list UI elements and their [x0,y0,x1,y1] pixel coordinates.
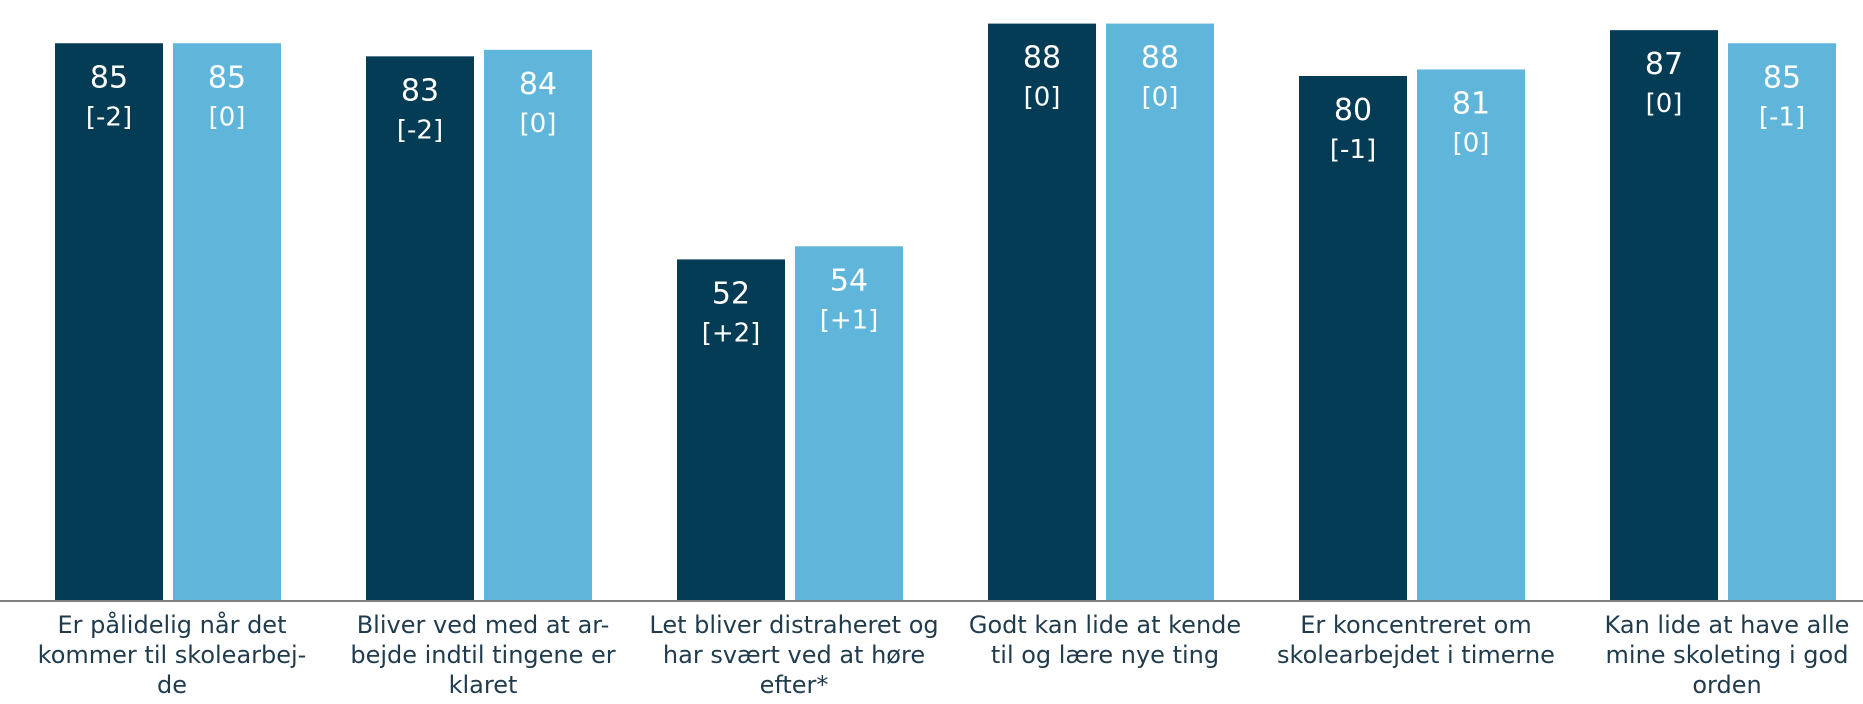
bar-s2-c2 [484,49,592,601]
value-label-s1-c3: 52 [712,276,750,311]
category-label-4: Godt kan lide at kende til og lære nye ti… [969,611,1241,669]
bar-s1-c1 [55,43,163,600]
change-label-s1-c2: [-2] [397,115,443,145]
value-label-s1-c1: 85 [90,60,128,95]
change-label-s2-c5: [0] [1453,128,1490,158]
change-label-s1-c5: [-1] [1330,135,1376,165]
category-label-3: Let bliver distraheret og har svært ved a… [649,611,938,699]
bar-s1-c5 [1299,76,1407,600]
change-label-s2-c2: [0] [520,109,557,139]
change-label-s1-c3: [+2] [702,318,761,348]
change-label-s1-c6: [0] [1646,89,1683,119]
bar-s1-c4 [988,23,1096,601]
value-label-s1-c5: 80 [1334,93,1372,128]
change-label-s1-c1: [-2] [86,102,132,132]
bar-s2-c5 [1417,69,1525,600]
value-label-s2-c5: 81 [1452,86,1490,121]
value-label-s1-c2: 83 [401,73,439,108]
change-label-s2-c3: [+1] [820,305,879,335]
change-label-s1-c4: [0] [1024,83,1061,113]
bar-s1-c6 [1610,30,1718,600]
bar-s2-c1 [173,43,281,600]
bar-s1-c2 [366,56,474,601]
change-label-s2-c6: [-1] [1759,102,1805,132]
category-label-6: Kan lide at have alle mine skoleting i go… [1605,611,1850,699]
category-label-2: Bliver ved med at ar-bejde indtil tingen… [350,611,615,699]
category-label-5: Er koncentreret om skolearbejdet i timern… [1277,611,1555,669]
value-label-s2-c1: 85 [208,60,246,95]
value-label-s2-c4: 88 [1141,41,1179,76]
value-label-s1-c6: 87 [1645,47,1683,82]
bar-s2-c6 [1728,43,1836,600]
value-label-s2-c3: 54 [830,263,868,298]
bar-s1-c3 [677,259,785,600]
value-label-s2-c2: 84 [519,67,557,102]
value-label-s2-c6: 85 [1763,60,1801,95]
category-label-1: Er pålidelig når det kommer til skolearbe… [38,610,307,699]
bar-s2-c4 [1106,23,1214,601]
bar-s2-c3 [795,246,903,601]
change-label-s2-c4: [0] [1142,83,1179,113]
change-label-s2-c1: [0] [209,102,246,132]
value-label-s1-c4: 88 [1023,41,1061,76]
